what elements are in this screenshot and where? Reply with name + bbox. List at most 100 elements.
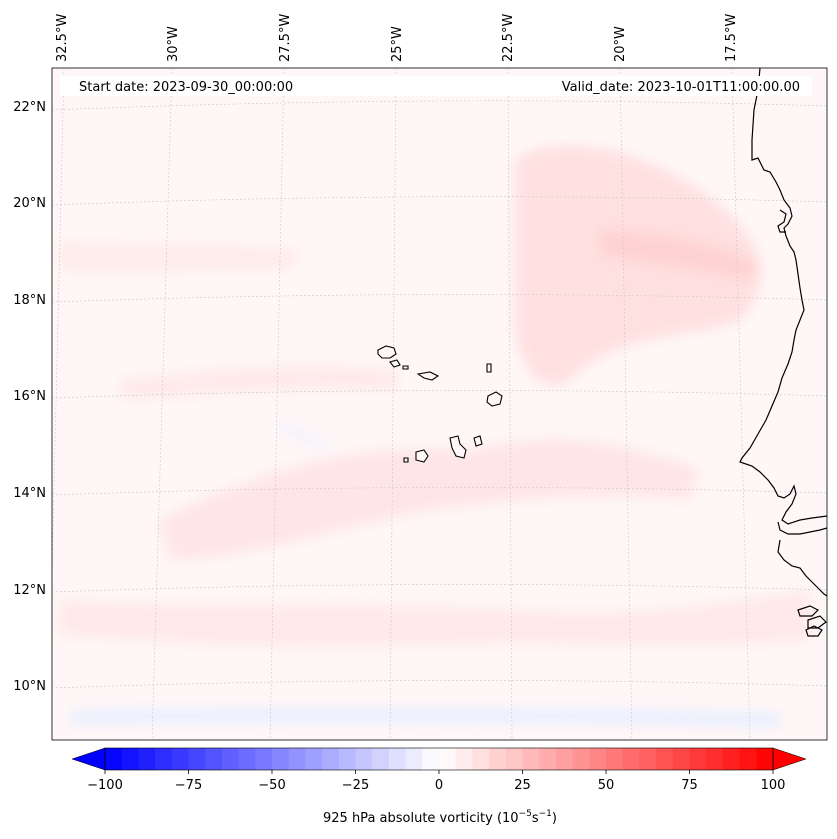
island-sao-vicente [389, 359, 401, 368]
colorbar-tick-label: −25 [342, 778, 369, 793]
colorbar-label: 925 hPa absolute vorticity (10−5s−1) [323, 809, 557, 826]
lat-label: 20°N [13, 196, 46, 211]
colorbar-tick-label: −100 [87, 778, 123, 793]
meridian-32-5w [52, 68, 65, 585]
colorbar: −100 −75 −50 −25 0 25 50 75 100 [71, 747, 807, 793]
meridian-30w [151, 68, 173, 740]
island-fogo [415, 449, 429, 463]
lat-label: 18°N [13, 293, 46, 308]
colorbar-segment [439, 748, 457, 770]
colorbar-segment [338, 748, 356, 770]
colorbar-segment [355, 748, 373, 770]
guinea-bissau-coast [777, 539, 827, 597]
colorbar-segment [572, 748, 590, 770]
colorbar-ticks: −100 −75 −50 −25 0 25 50 75 100 [87, 770, 785, 793]
colorbar-segment [238, 748, 256, 770]
colorbar-tick-label: 0 [435, 778, 443, 793]
lon-label: 20°W [613, 26, 628, 62]
valid-date-label: Valid_date: 2023-10-01T11:00:00.00 [562, 80, 800, 95]
colorbar-tick-label: 50 [598, 778, 615, 793]
meridian-20w [619, 68, 633, 740]
colorbar-tick-label: −50 [258, 778, 285, 793]
colorbar-segment [505, 748, 523, 770]
lon-label: 30°W [166, 26, 181, 62]
lat-label: 14°N [13, 486, 46, 501]
island-santiago [449, 435, 467, 459]
colorbar-segment [722, 748, 741, 770]
colorbar-segment [205, 748, 223, 770]
parallel-16n [52, 390, 827, 399]
colorbar-segment [305, 748, 323, 770]
colorbar-segment [388, 748, 407, 770]
colorbar-segment [121, 748, 139, 770]
colorbar-segment [689, 748, 707, 770]
colorbar-segment [322, 748, 340, 770]
colorbar-segment [255, 748, 273, 770]
colorbar-segment [221, 748, 240, 770]
coast-inlet-north [777, 209, 787, 233]
colorbar-segment [138, 748, 156, 770]
colorbar-segment [105, 748, 123, 770]
colorbar-tick-label: 100 [761, 778, 786, 793]
colorbar-segment [405, 748, 423, 770]
island-maio [473, 435, 483, 447]
colorbar-segment [639, 748, 657, 770]
meridian-17-5w [731, 68, 751, 740]
colorbar-min-extension [71, 747, 106, 771]
bissagos-islands [797, 605, 827, 637]
colorbar-segment [372, 748, 390, 770]
colorbar-segment [272, 748, 290, 770]
colorbar-segment [188, 748, 206, 770]
lon-label: 17.5°W [724, 14, 739, 62]
island-santo-antao [377, 345, 397, 359]
colorbar-segment [622, 748, 640, 770]
colorbar-segment [656, 748, 674, 770]
colorbar-segment [672, 748, 690, 770]
colorbar-segment [606, 748, 624, 770]
colorbar-segment [706, 748, 724, 770]
graticule [52, 68, 827, 740]
colorbar-max-extension [772, 747, 807, 771]
parallel-10n [52, 680, 827, 689]
lon-label: 25°W [390, 26, 405, 62]
colorbar-segment [155, 748, 173, 770]
meridian-25w [389, 68, 397, 740]
colorbar-segment [472, 748, 490, 770]
colorbar-segment [522, 748, 540, 770]
colorbar-tick-label: −75 [175, 778, 202, 793]
island-sao-nicolau [416, 371, 440, 381]
parallel-20n [52, 196, 827, 206]
colorbar-segment [756, 748, 774, 770]
meridian-22-5w [507, 68, 513, 740]
colorbar-segment [422, 748, 440, 770]
island-santa-luzia [402, 365, 409, 370]
colorbar-tick-label: 75 [681, 778, 698, 793]
start-date-label: Start date: 2023-09-30_00:00:00 [79, 80, 293, 95]
meridian-27-5w [269, 68, 285, 740]
vorticity-field-shading [60, 145, 810, 728]
parallel-12n [52, 584, 827, 593]
colorbar-segment [171, 748, 189, 770]
lat-label: 12°N [13, 583, 46, 598]
lon-label: 22.5°W [501, 14, 516, 62]
map-frame [51, 67, 828, 741]
island-boa-vista [486, 391, 503, 407]
lon-label: 27.5°W [278, 14, 293, 62]
colorbar-segment [455, 748, 473, 770]
colorbar-segment [489, 748, 507, 770]
cabo-verde-islands [377, 345, 503, 463]
parallel-14n [52, 487, 827, 496]
island-brava [403, 457, 409, 463]
island-sal [486, 363, 492, 373]
colorbar-segment [589, 748, 607, 770]
latitude-labels: 22°N 20°N 18°N 16°N 14°N 12°N 10°N [13, 100, 46, 694]
african-coast [739, 68, 827, 525]
longitude-labels: 32.5°W 30°W 27.5°W 25°W 22.5°W 20°W 17.5… [55, 14, 739, 62]
annotation-banner [60, 76, 812, 96]
coastline [739, 68, 827, 637]
lon-label: 32.5°W [55, 14, 70, 62]
colorbar-segment [288, 748, 306, 770]
lat-label: 22°N [13, 100, 46, 115]
parallel-22n [52, 100, 827, 111]
